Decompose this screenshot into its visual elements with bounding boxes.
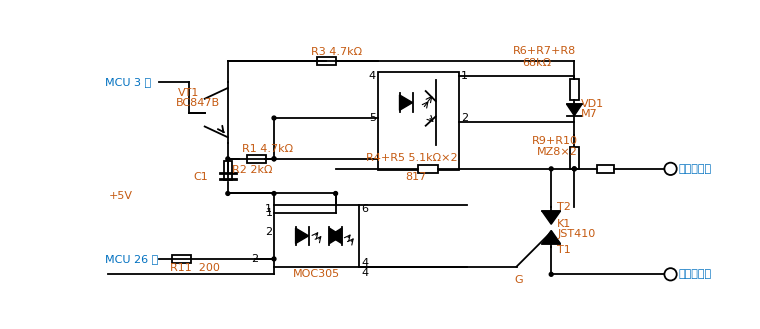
Text: R1 4.7kΩ: R1 4.7kΩ [242,144,293,154]
Polygon shape [567,104,582,116]
Text: K1: K1 [557,218,572,229]
Bar [597,164,613,173]
Text: 68kΩ: 68kΩ [523,58,552,67]
Bar [570,147,578,169]
Text: T2: T2 [557,202,572,212]
Text: 1: 1 [264,204,272,214]
Text: 4: 4 [369,71,376,81]
Circle shape [272,157,276,161]
Text: VT1: VT1 [178,89,199,98]
Polygon shape [400,95,413,110]
Polygon shape [329,228,342,243]
Text: BC847B: BC847B [176,98,220,108]
Text: 6: 6 [361,204,368,214]
Circle shape [572,167,576,171]
Bar [274,205,359,266]
Circle shape [272,191,276,195]
Text: R11  200: R11 200 [170,263,220,273]
Text: 2: 2 [251,254,258,264]
Text: 溫控器端子: 溫控器端子 [678,164,711,174]
Text: 1: 1 [266,208,274,218]
Circle shape [549,167,553,171]
Circle shape [226,191,230,195]
Text: MCU 26 腳: MCU 26 腳 [105,254,158,264]
Circle shape [549,272,553,276]
Polygon shape [296,228,309,243]
Bar [570,79,578,100]
Text: R4+R5 5.1kΩ×2: R4+R5 5.1kΩ×2 [366,153,458,163]
Text: M7: M7 [581,109,597,119]
Text: VD1: VD1 [581,99,603,109]
Text: 2: 2 [461,113,468,123]
Polygon shape [542,211,560,224]
Text: JST410: JST410 [557,229,596,239]
Text: 1: 1 [461,71,468,81]
Text: 5: 5 [369,113,375,123]
Text: C1: C1 [193,172,208,182]
Text: R9+R10: R9+R10 [532,136,578,146]
Circle shape [226,157,230,161]
Text: 2: 2 [264,227,272,237]
Bar [223,161,232,180]
Text: MOC305: MOC305 [293,269,340,279]
Bar [317,57,336,65]
Text: 溫控器端子: 溫控器端子 [678,269,711,279]
Text: 4: 4 [361,258,368,268]
Circle shape [272,257,276,261]
Bar [247,155,265,163]
Text: R2 2kΩ: R2 2kΩ [232,165,272,175]
Bar [173,255,191,263]
Circle shape [334,191,337,195]
Text: R6+R7+R8: R6+R7+R8 [513,46,576,56]
Text: G: G [515,275,523,286]
Text: +5V: +5V [109,191,132,201]
Circle shape [272,157,276,161]
Circle shape [572,167,576,171]
Text: T1: T1 [557,245,571,255]
Bar [418,164,438,173]
Polygon shape [329,228,342,243]
Bar [378,72,459,170]
Text: R3 4.7kΩ: R3 4.7kΩ [311,47,362,57]
Text: 4: 4 [361,268,368,278]
Text: MCU 3 腳: MCU 3 腳 [105,77,150,87]
Text: 817: 817 [405,171,426,182]
Text: MZ8×2: MZ8×2 [537,147,578,157]
Circle shape [272,116,276,120]
Polygon shape [542,230,560,243]
